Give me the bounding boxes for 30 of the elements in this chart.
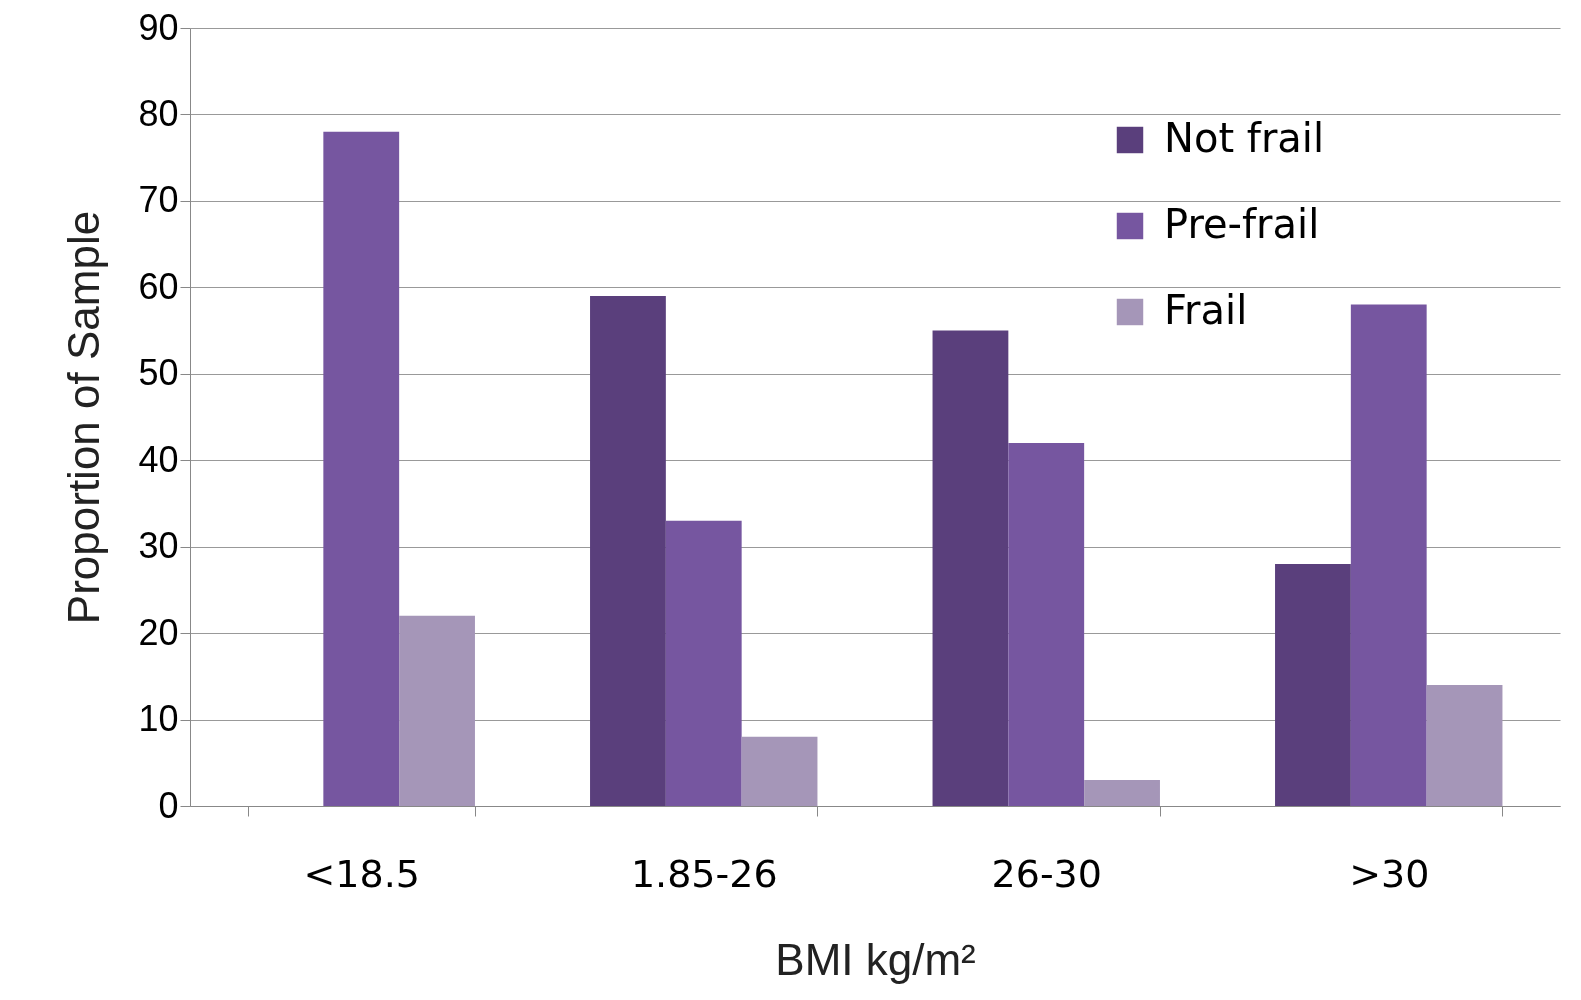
bar (741, 736, 818, 806)
bar (1350, 304, 1427, 806)
x-tick-label: <18.5 (303, 851, 420, 896)
y-tick-label: 70 (138, 179, 179, 221)
y-tick-label: 10 (138, 698, 179, 740)
y-tick-label: 50 (138, 352, 179, 394)
bar (1084, 780, 1160, 806)
legend-label: Not frail (1164, 115, 1325, 161)
y-tick-label: 40 (138, 438, 179, 480)
bar (932, 330, 1009, 806)
y-axis-title: Proportion of Sample (59, 210, 109, 625)
y-tick-label: 30 (138, 525, 179, 567)
bar (323, 131, 400, 806)
bar (590, 295, 666, 806)
y-tick-label: 60 (138, 265, 179, 307)
x-tick-label: 1.85-26 (630, 851, 778, 896)
bar (1426, 684, 1503, 806)
y-tick-label: 90 (138, 6, 179, 48)
y-tick-label: 20 (138, 611, 179, 653)
bar (665, 520, 742, 806)
legend-label: Pre-frail (1164, 201, 1320, 247)
x-tick-label: >30 (1349, 851, 1430, 896)
x-axis-title: BMI kg/m² (775, 934, 976, 984)
bar (399, 615, 475, 806)
x-tick-label: 26-30 (991, 851, 1102, 896)
y-tick-label: 80 (138, 92, 179, 134)
legend-label: Frail (1164, 287, 1248, 333)
y-tick-label: 0 (158, 784, 179, 826)
bar (1275, 563, 1351, 806)
bar (1008, 442, 1085, 806)
